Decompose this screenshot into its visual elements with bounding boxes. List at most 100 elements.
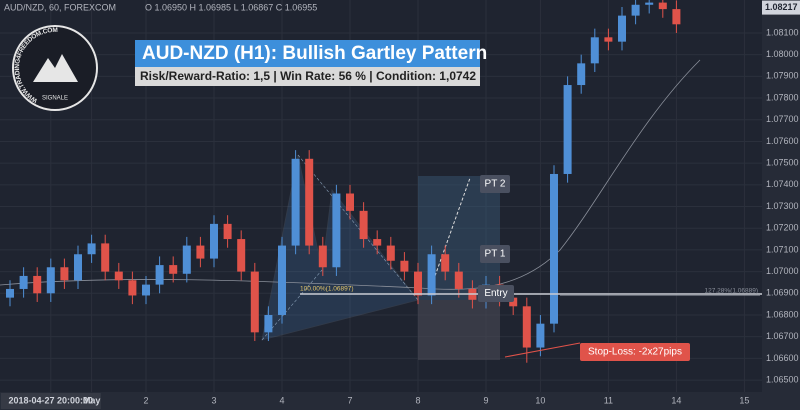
candle-body: [250, 271, 259, 333]
candle-body: [155, 265, 164, 285]
level-label: 100.00%(1.06897): [300, 286, 354, 293]
subtitle-box: [135, 67, 480, 86]
candle-body: [74, 254, 82, 281]
candle-body: [210, 223, 218, 259]
candle-body: [427, 254, 436, 296]
y-tick-label: 1.06500: [766, 374, 799, 384]
logo-mountain: [33, 54, 78, 82]
candle-body: [346, 193, 354, 211]
candle-body: [536, 323, 545, 348]
y-tick-label: 1.07100: [766, 244, 799, 254]
candle-body: [6, 288, 14, 298]
candle-body: [223, 223, 232, 240]
logo: WWW.TRADING4FREEDOM.COM SIGNALE: [12, 25, 98, 111]
moving-average: [0, 59, 701, 290]
y-tick-label: 1.06700: [766, 331, 799, 341]
y-tick-label: 1.07800: [766, 92, 799, 102]
x-tick-label: 11: [604, 395, 613, 405]
y-tick-label: 1.06800: [766, 309, 799, 319]
y-tick-label: 1.07700: [766, 114, 799, 124]
price-axis: [762, 0, 800, 410]
candle-body: [128, 280, 137, 296]
loss-zone: [418, 300, 500, 360]
candle-body: [672, 9, 681, 25]
x-tick-label: 9: [483, 395, 488, 405]
x-tick-label: 15: [739, 395, 749, 405]
symbol: AUD/NZD, 60, FOREXCOM: [4, 2, 116, 12]
entry-label: Entry: [484, 288, 507, 299]
candle-body: [19, 275, 28, 289]
candle-body: [441, 254, 450, 272]
last-price-box: [762, 0, 800, 15]
x-tick-label: 4: [279, 395, 284, 405]
candle-body: [454, 271, 463, 289]
level-label: 127.28%(1.06889): [705, 287, 759, 294]
stop-loss-label: Stop-Loss: -2x27pips: [588, 347, 682, 358]
candle-body: [169, 265, 178, 274]
candle-body: [577, 63, 586, 86]
stop-loss-box: [580, 343, 690, 361]
x-tick-label: May: [83, 395, 101, 405]
candle-body: [658, 2, 667, 10]
crosshair-date-box: [0, 393, 101, 409]
candle-body: [237, 239, 246, 272]
candle-body: [264, 314, 273, 333]
y-tick-label: 1.07200: [766, 223, 799, 233]
candle-body: [278, 245, 286, 315]
last-price-label: 1.08217: [765, 2, 798, 12]
candle-body: [196, 245, 205, 259]
x-tick-label: 10: [535, 395, 545, 405]
pt2-box: [480, 175, 510, 193]
candles: [6, 0, 681, 363]
candle-body: [509, 297, 518, 307]
y-tick-label: 1.08000: [766, 49, 799, 59]
candle-body: [631, 4, 640, 16]
time-axis: [0, 392, 800, 410]
x-tick-label: 3: [211, 395, 216, 405]
candle-body: [400, 260, 409, 272]
y-tick-label: 1.06900: [766, 288, 799, 298]
entry-box: [478, 285, 514, 302]
candle-body: [142, 284, 150, 296]
y-tick-label: 1.07300: [766, 201, 799, 211]
candle-body: [318, 245, 327, 268]
pt1-label: PT 1: [485, 249, 506, 260]
candle-body: [114, 271, 123, 281]
y-tick-label: 1.07600: [766, 136, 799, 146]
stop-loss-pointer: [504, 342, 581, 358]
y-tick-label: 1.07000: [766, 266, 799, 276]
candle-body: [414, 271, 422, 296]
logo-subtext: SIGNALE: [42, 96, 68, 102]
candle-body: [33, 275, 42, 294]
pt2-label: PT 2: [485, 179, 506, 190]
candle-body: [386, 245, 395, 261]
candle-body: [550, 173, 558, 324]
levels: 100.00%(1.06897) 127.28%(1.06889): [300, 286, 762, 296]
y-tick-label: 1.07400: [766, 179, 799, 189]
x-tick-label: 2018-04-27 20:00:00: [9, 395, 94, 405]
candle-body: [87, 243, 96, 255]
candle-body: [618, 15, 626, 42]
y-tick-label: 1.07900: [766, 71, 799, 81]
candle-body: [182, 245, 191, 274]
candle-body: [590, 37, 599, 64]
chart-title: AUD-NZD (H1): Bullish Gartley Pattern: [142, 43, 487, 64]
candle-body: [373, 239, 382, 246]
candle-body: [305, 158, 314, 246]
y-tick-label: 1.06600: [766, 353, 799, 363]
y-tick-label: 1.08100: [766, 27, 799, 37]
candle-body: [60, 267, 69, 281]
ohlc-header: O 1.06950 H 1.06985 L 1.06867 C 1.06955: [145, 2, 317, 12]
candle-body: [522, 306, 531, 348]
x-tick-label: 2: [143, 395, 148, 405]
candle-body: [101, 243, 110, 272]
candle-body: [359, 210, 368, 240]
candle-body: [604, 37, 613, 42]
candle-body: [645, 2, 654, 5]
y-tick-label: 1.07500: [766, 158, 799, 168]
pt1-box: [480, 245, 510, 263]
candle-body: [332, 193, 341, 268]
